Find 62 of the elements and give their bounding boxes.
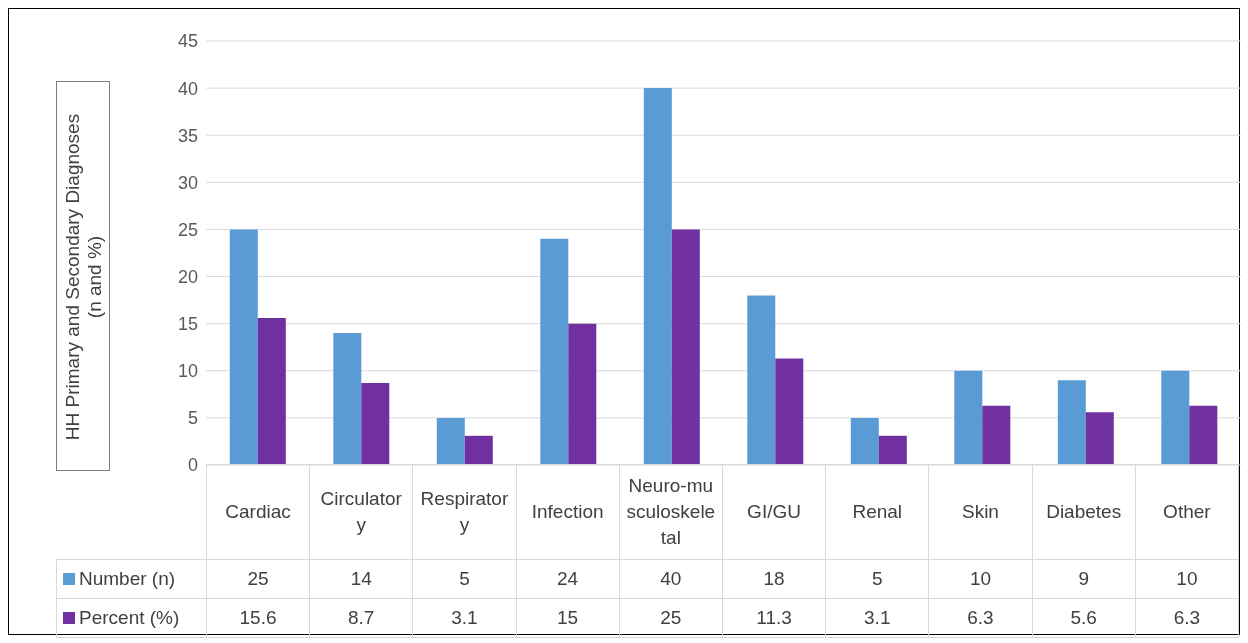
bar <box>229 229 258 465</box>
data-label: 6.3 <box>928 598 1033 638</box>
x-tick-label: Renal <box>825 464 929 560</box>
data-label: 5 <box>412 559 517 599</box>
bar <box>568 323 597 465</box>
y-tick-label: 45 <box>177 31 198 52</box>
bar <box>1057 380 1086 465</box>
y-tick-label: 5 <box>187 408 198 429</box>
data-label: 5 <box>825 559 929 599</box>
bar <box>436 417 465 465</box>
bar <box>643 88 672 465</box>
data-label: 40 <box>619 559 723 599</box>
bar <box>464 435 493 465</box>
data-label: 14 <box>309 559 413 599</box>
x-tick-label: Diabetes <box>1032 464 1136 560</box>
y-tick-label: 40 <box>177 78 198 99</box>
y-axis-title: HH Primary and Secondary Diagnoses (n and %) <box>62 112 106 443</box>
bar <box>671 229 700 465</box>
data-label: 6.3 <box>1135 598 1239 638</box>
data-label: 10 <box>928 559 1033 599</box>
bar <box>1085 412 1114 465</box>
bar <box>850 417 879 465</box>
data-label: 8.7 <box>309 598 413 638</box>
y-tick-label: 35 <box>177 125 198 146</box>
x-tick-label: GI/GU <box>722 464 826 560</box>
y-tick-label: 20 <box>177 266 198 287</box>
data-label: 15.6 <box>206 598 310 638</box>
legend-label: Number (n) <box>56 559 207 599</box>
data-label: 18 <box>722 559 826 599</box>
data-label: 24 <box>516 559 620 599</box>
bar <box>333 333 362 465</box>
bar <box>1189 405 1218 465</box>
legend-label: Percent (%) <box>56 598 207 638</box>
data-label: 11.3 <box>722 598 826 638</box>
bar <box>361 383 390 465</box>
data-label: 3.1 <box>412 598 517 638</box>
x-tick-label: Circulatory <box>309 464 413 560</box>
data-label: 15 <box>516 598 620 638</box>
data-label: 9 <box>1032 559 1136 599</box>
x-tick-label: Infection <box>516 464 620 560</box>
x-tick-label: Skin <box>928 464 1033 560</box>
y-tick-label: 15 <box>177 314 198 335</box>
bar <box>540 238 569 465</box>
bar <box>747 295 776 465</box>
data-label: 25 <box>619 598 723 638</box>
bar <box>257 318 286 465</box>
bar <box>982 405 1011 465</box>
x-tick-label: Neuro-musculoskeletal <box>619 464 723 560</box>
x-tick-label: Other <box>1135 464 1239 560</box>
bar <box>775 358 804 465</box>
y-tick-label: 25 <box>177 219 198 240</box>
x-tick-label: Cardiac <box>206 464 310 560</box>
data-label: 3.1 <box>825 598 929 638</box>
y-tick-label: 30 <box>177 172 198 193</box>
bar <box>1161 370 1190 465</box>
y-tick-label: 0 <box>187 455 198 476</box>
bar <box>954 370 983 465</box>
bar <box>878 435 907 465</box>
data-label: 10 <box>1135 559 1239 599</box>
data-label: 5.6 <box>1032 598 1136 638</box>
y-tick-label: 10 <box>177 361 198 382</box>
x-tick-label: Respiratory <box>412 464 517 560</box>
